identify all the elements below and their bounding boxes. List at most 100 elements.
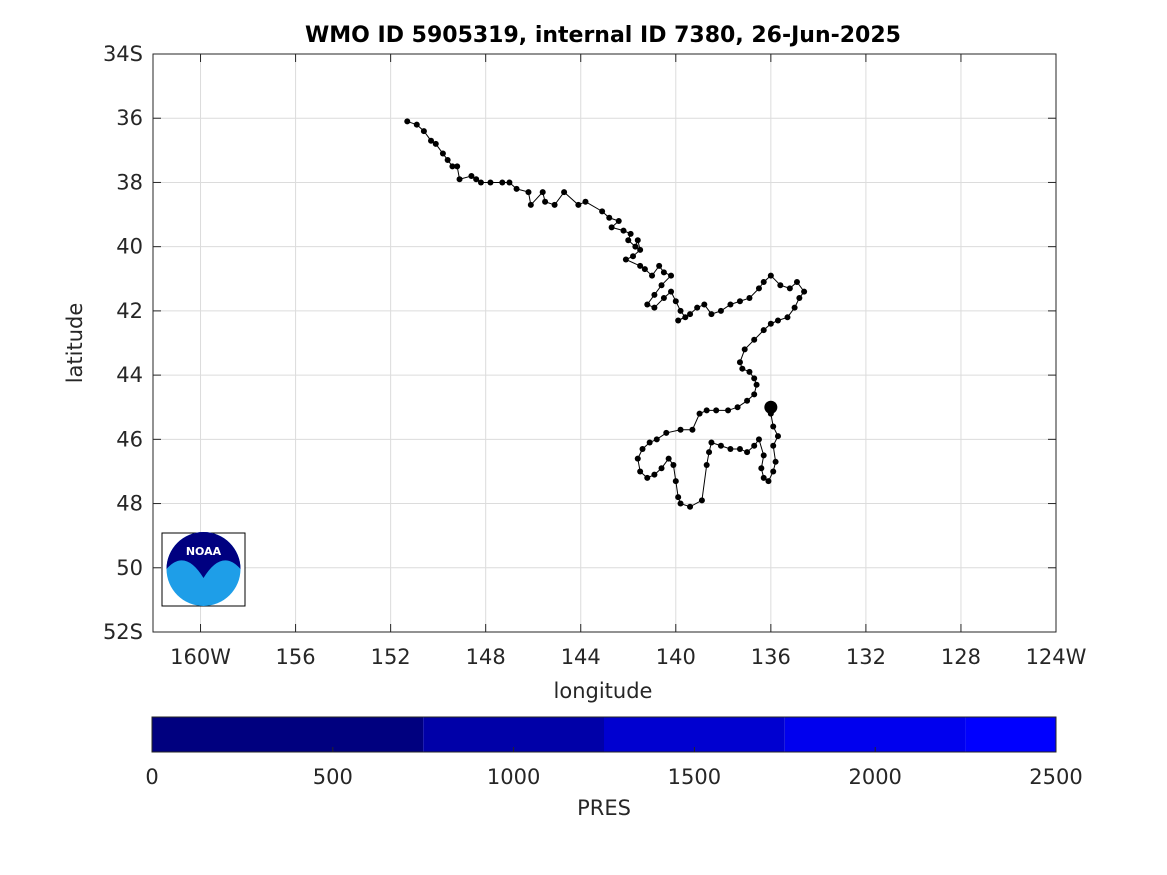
- y-tick-label: 38: [116, 170, 143, 194]
- float-track: [404, 118, 808, 510]
- x-tick-label: 140: [656, 645, 696, 669]
- track-point: [739, 365, 746, 372]
- track-point: [658, 465, 665, 472]
- track-point: [703, 407, 710, 414]
- track-point: [634, 237, 641, 244]
- colorbar-label: PRES: [577, 796, 631, 820]
- y-axis-ticks: 34S 36 38 40 42 44 46 48 50 52S: [103, 42, 1056, 644]
- track-point: [770, 423, 777, 430]
- track-point: [575, 201, 582, 208]
- track-point: [658, 282, 665, 289]
- track-point: [551, 201, 558, 208]
- track-point: [644, 474, 651, 481]
- track-point: [432, 140, 439, 147]
- colorbar-tick-label: 1500: [668, 765, 721, 789]
- track-point: [703, 462, 710, 469]
- track-point: [656, 262, 663, 269]
- colorbar-segment: [784, 717, 966, 752]
- track-point: [751, 442, 758, 449]
- track-point: [713, 407, 720, 414]
- track-point: [698, 497, 705, 504]
- x-axis-label: longitude: [554, 679, 653, 703]
- track-point: [751, 336, 758, 343]
- track-point: [606, 214, 613, 221]
- track-point: [449, 163, 456, 170]
- track-point: [767, 272, 774, 279]
- colorbar-segment: [604, 717, 785, 752]
- logo-text: NOAA: [186, 545, 222, 558]
- track-point: [641, 266, 648, 273]
- track-point: [734, 404, 741, 411]
- track-point: [687, 503, 694, 510]
- colorbar-tick-label: 2500: [1029, 765, 1082, 789]
- track-point: [725, 407, 732, 414]
- track-point: [625, 237, 632, 244]
- track-point: [582, 198, 589, 205]
- track-point: [746, 295, 753, 302]
- track-point: [675, 494, 682, 501]
- track-point: [632, 243, 639, 250]
- track-point: [744, 397, 751, 404]
- y-tick-label: 52S: [103, 620, 143, 644]
- track-point: [746, 368, 753, 375]
- track-point: [542, 198, 549, 205]
- track-point: [741, 346, 748, 353]
- track-point: [539, 189, 546, 196]
- y-axis-label: latitude: [63, 303, 87, 384]
- track-point: [784, 314, 791, 321]
- track-point: [736, 298, 743, 305]
- track-point: [660, 269, 667, 276]
- track-point: [477, 179, 484, 186]
- track-point: [774, 433, 781, 440]
- track-point: [651, 304, 658, 311]
- colorbar-segments: [152, 717, 1056, 752]
- track-point: [760, 474, 767, 481]
- track-point: [736, 359, 743, 366]
- track-point: [487, 179, 494, 186]
- track-point: [639, 445, 646, 452]
- track-point: [506, 179, 513, 186]
- track-point: [651, 291, 658, 298]
- x-tick-label: 156: [276, 645, 316, 669]
- track-point: [689, 426, 696, 433]
- y-tick-label: 50: [116, 556, 143, 580]
- track-point: [677, 426, 684, 433]
- colorbar: 0 500 1000 1500 2000 2500: [145, 716, 1083, 789]
- track-point: [793, 278, 800, 285]
- track-point: [727, 445, 734, 452]
- chart-title: WMO ID 5905319, internal ID 7380, 26-Jun…: [305, 23, 901, 48]
- track-point: [665, 455, 672, 462]
- track-point: [525, 189, 532, 196]
- track-point: [708, 439, 715, 446]
- track-point: [527, 201, 534, 208]
- track-point: [675, 317, 682, 324]
- colorbar-segment: [423, 717, 604, 752]
- colorbar-tick-label: 500: [313, 765, 353, 789]
- x-tick-label: 132: [846, 645, 886, 669]
- logo-seagull-field: [166, 532, 241, 578]
- track-point: [696, 410, 703, 417]
- track-point: [668, 288, 675, 295]
- track-point: [727, 301, 734, 308]
- track-point: [774, 317, 781, 324]
- y-tick-label: 40: [116, 235, 143, 259]
- track-point: [717, 307, 724, 314]
- track-point: [499, 179, 506, 186]
- track-point: [801, 288, 808, 295]
- x-tick-label: 144: [561, 645, 601, 669]
- track-point: [444, 156, 451, 163]
- noaa-logo: NOAA: [161, 532, 246, 607]
- track-point: [651, 471, 658, 478]
- track-point: [744, 449, 751, 456]
- track-point: [615, 217, 622, 224]
- track-point: [660, 295, 667, 302]
- track-point: [646, 439, 653, 446]
- track-point: [760, 452, 767, 459]
- track-point: [637, 246, 644, 253]
- track-point: [751, 375, 758, 382]
- plot-frame: [152, 53, 1057, 633]
- track-point: [468, 173, 475, 180]
- track-point: [717, 442, 724, 449]
- track-point: [428, 137, 435, 144]
